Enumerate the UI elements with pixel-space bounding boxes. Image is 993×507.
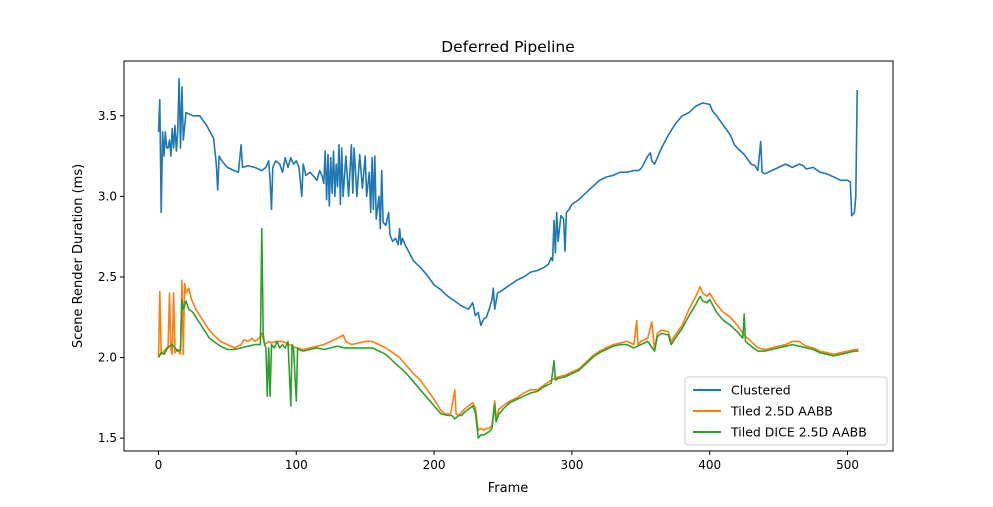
x-tick-label: 300	[560, 458, 583, 472]
y-tick-label: 3.5	[98, 109, 117, 123]
series-line-1	[157, 77, 858, 327]
y-tick-label: 2.0	[98, 351, 117, 365]
y-axis: 1.5 2.0 2.5 3.0 3.5	[98, 109, 124, 445]
legend: Clustered Tiled 2.5D AABB Tiled DICE 2.5D …	[684, 376, 888, 446]
x-tick-label: 200	[423, 458, 446, 472]
x-tick-label: 0	[155, 458, 163, 472]
x-axis: 0 100 200 300 400 500	[155, 451, 859, 472]
y-tick-label: 1.5	[98, 431, 117, 445]
x-tick-label: 500	[836, 458, 859, 472]
chart-title: Deferred Pipeline	[441, 38, 575, 56]
legend-label: Tiled 2.5D AABB	[730, 404, 833, 419]
y-axis-label: Scene Render Duration (ms)	[71, 164, 86, 348]
axes-frame	[123, 60, 894, 452]
y-tick-label: 2.5	[98, 270, 117, 284]
x-tick-label: 100	[285, 458, 308, 472]
legend-box	[684, 376, 888, 446]
y-tick-label: 3.0	[98, 189, 117, 203]
x-tick-label: 400	[698, 458, 721, 472]
series-line-3	[157, 227, 859, 439]
plot-area	[157, 77, 859, 439]
legend-label: Tiled DICE 2.5D AABB	[730, 425, 867, 440]
legend-label: Clustered	[731, 383, 791, 398]
x-axis-label: Frame	[488, 481, 529, 496]
series-line-2	[157, 279, 859, 431]
